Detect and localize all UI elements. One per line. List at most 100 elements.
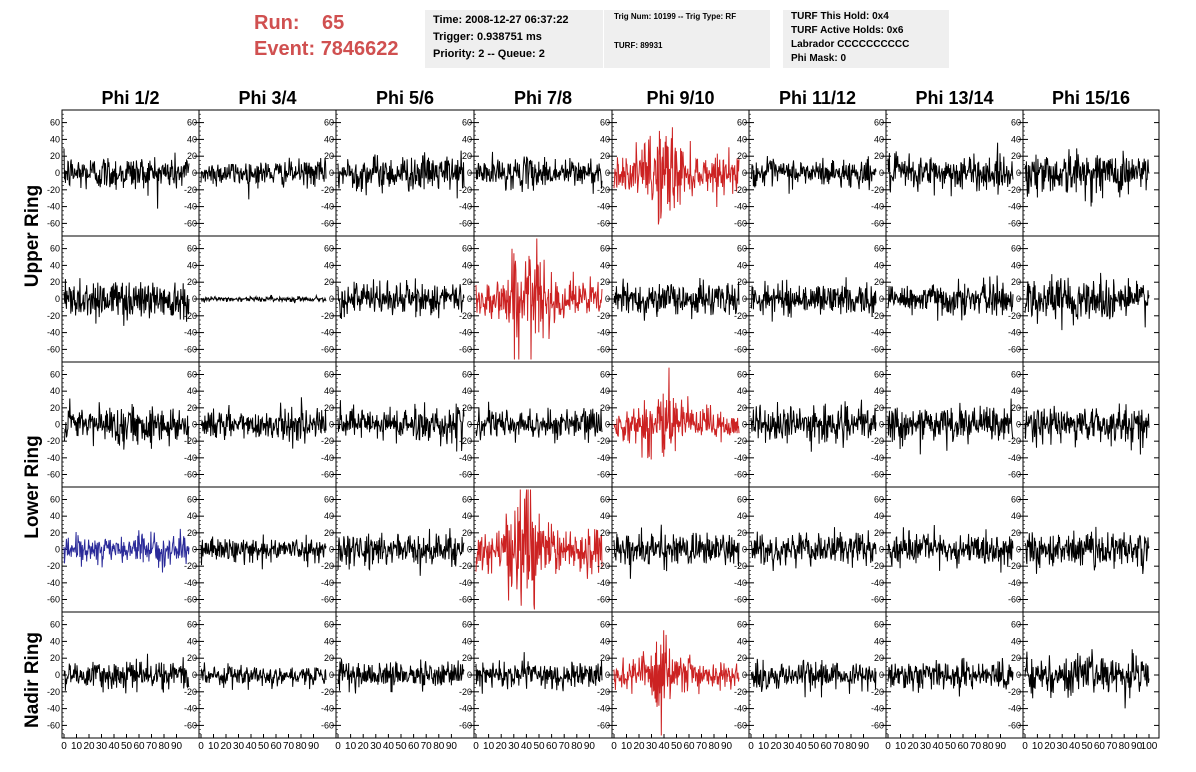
y-tick-label: 60 — [324, 370, 334, 380]
x-tick-label: 50 — [945, 741, 957, 752]
y-tick-label: -60 — [597, 344, 610, 354]
x-tick-label: 30 — [920, 741, 932, 752]
x-tick-label: 10 — [345, 741, 357, 752]
waveform-trace — [63, 278, 190, 326]
y-tick-label: 40 — [324, 636, 334, 646]
y-tick-label: -60 — [734, 720, 747, 730]
y-tick-label: -60 — [321, 595, 334, 605]
y-tick-label: -60 — [47, 218, 60, 228]
x-tick-label: 20 — [770, 741, 782, 752]
y-tick-label: 0 — [1016, 420, 1021, 430]
waveform-trace — [750, 277, 877, 322]
y-tick-label: 20 — [324, 653, 334, 663]
y-tick-label: 20 — [324, 277, 334, 287]
y-tick-label: 40 — [50, 386, 60, 396]
y-tick-label: 0 — [192, 545, 197, 555]
waveform-trace — [1024, 649, 1150, 709]
y-tick-label: -60 — [321, 470, 334, 480]
x-tick-label: 30 — [783, 741, 795, 752]
x-tick-label: 80 — [158, 741, 170, 752]
waveform-trace — [613, 524, 740, 579]
y-tick-label: 40 — [324, 511, 334, 521]
x-tick-label: 40 — [108, 741, 120, 752]
x-tick-label: 30 — [1057, 741, 1069, 752]
x-tick-label: 10 — [1032, 741, 1044, 752]
y-tick-label: 60 — [324, 495, 334, 505]
waveform-trace — [613, 367, 740, 460]
y-tick-label: 20 — [462, 403, 472, 413]
y-tick-label: -20 — [734, 687, 747, 697]
trig-num-text: Trig Num: 10199 -- Trig Type: RF — [614, 12, 737, 21]
y-tick-label: 60 — [600, 495, 610, 505]
y-tick-label: -40 — [47, 328, 60, 338]
y-tick-label: -60 — [47, 595, 60, 605]
y-tick-label: 20 — [1011, 277, 1021, 287]
y-tick-label: -20 — [321, 185, 334, 195]
x-tick-label: 20 — [358, 741, 370, 752]
phi-mask-text: Phi Mask: 0 — [791, 53, 847, 64]
y-tick-label: -40 — [184, 202, 197, 212]
column-header: Phi 3/4 — [238, 88, 296, 108]
x-tick-label: 50 — [671, 741, 683, 752]
x-tick-label: 40 — [383, 741, 395, 752]
x-tick-label: 20 — [907, 741, 919, 752]
waveform-trace — [200, 293, 327, 304]
y-tick-label: -60 — [1008, 595, 1021, 605]
waveform-trace — [200, 534, 327, 570]
x-tick-label: 30 — [370, 741, 382, 752]
y-tick-label: -60 — [597, 720, 610, 730]
y-tick-label: 20 — [737, 151, 747, 161]
y-tick-label: -40 — [47, 202, 60, 212]
y-tick-label: 60 — [1011, 495, 1021, 505]
row-label: Upper Ring — [22, 185, 43, 287]
x-tick-label: 70 — [146, 741, 158, 752]
x-tick-label: 20 — [1044, 741, 1056, 752]
y-tick-label: -20 — [734, 311, 747, 321]
column-header: Phi 15/16 — [1052, 88, 1130, 108]
y-tick-label: 0 — [55, 168, 60, 178]
waveform-trace — [1024, 403, 1150, 455]
y-tick-label: -40 — [459, 704, 472, 714]
y-tick-label: -40 — [597, 453, 610, 463]
y-tick-label: -60 — [597, 218, 610, 228]
y-tick-label: 40 — [1011, 260, 1021, 270]
y-tick-label: 40 — [324, 386, 334, 396]
y-tick-label: -40 — [1008, 704, 1021, 714]
x-tick-label: 10 — [483, 741, 495, 752]
y-tick-label: -60 — [459, 720, 472, 730]
y-tick-label: 0 — [879, 294, 884, 304]
y-tick-label: -40 — [321, 704, 334, 714]
y-tick-label: -20 — [184, 687, 197, 697]
y-tick-label: -20 — [47, 561, 60, 571]
event-line: Event: 7846622 — [254, 36, 399, 62]
y-tick-label: 40 — [50, 134, 60, 144]
y-tick-label: 60 — [50, 620, 60, 630]
y-tick-label: -60 — [1008, 720, 1021, 730]
waveform-trace — [887, 142, 1014, 197]
x-tick-label: 10 — [71, 741, 83, 752]
y-tick-label: -40 — [1008, 578, 1021, 588]
y-tick-label: -40 — [1008, 202, 1021, 212]
y-tick-label: 0 — [605, 168, 610, 178]
y-tick-label: -20 — [321, 561, 334, 571]
waveform-trace — [200, 662, 327, 690]
waveform-trace — [475, 489, 603, 610]
y-tick-label: -20 — [459, 436, 472, 446]
y-tick-label: 60 — [1011, 118, 1021, 128]
x-tick-label: 20 — [496, 741, 508, 752]
y-tick-label: -20 — [1008, 561, 1021, 571]
y-tick-label: 0 — [879, 168, 884, 178]
y-tick-label: 40 — [874, 260, 884, 270]
waveform-trace — [475, 151, 603, 194]
y-tick-label: 0 — [467, 168, 472, 178]
y-tick-label: -20 — [459, 561, 472, 571]
y-tick-label: -20 — [1008, 687, 1021, 697]
y-tick-label: 40 — [187, 636, 197, 646]
waveform-trace — [200, 157, 327, 200]
y-tick-label: -60 — [47, 344, 60, 354]
x-tick-label: 60 — [1094, 741, 1106, 752]
x-tick-label: 0 — [748, 741, 754, 752]
x-tick-label: 50 — [395, 741, 407, 752]
y-tick-label: 60 — [600, 244, 610, 254]
y-tick-label: -60 — [459, 470, 472, 480]
